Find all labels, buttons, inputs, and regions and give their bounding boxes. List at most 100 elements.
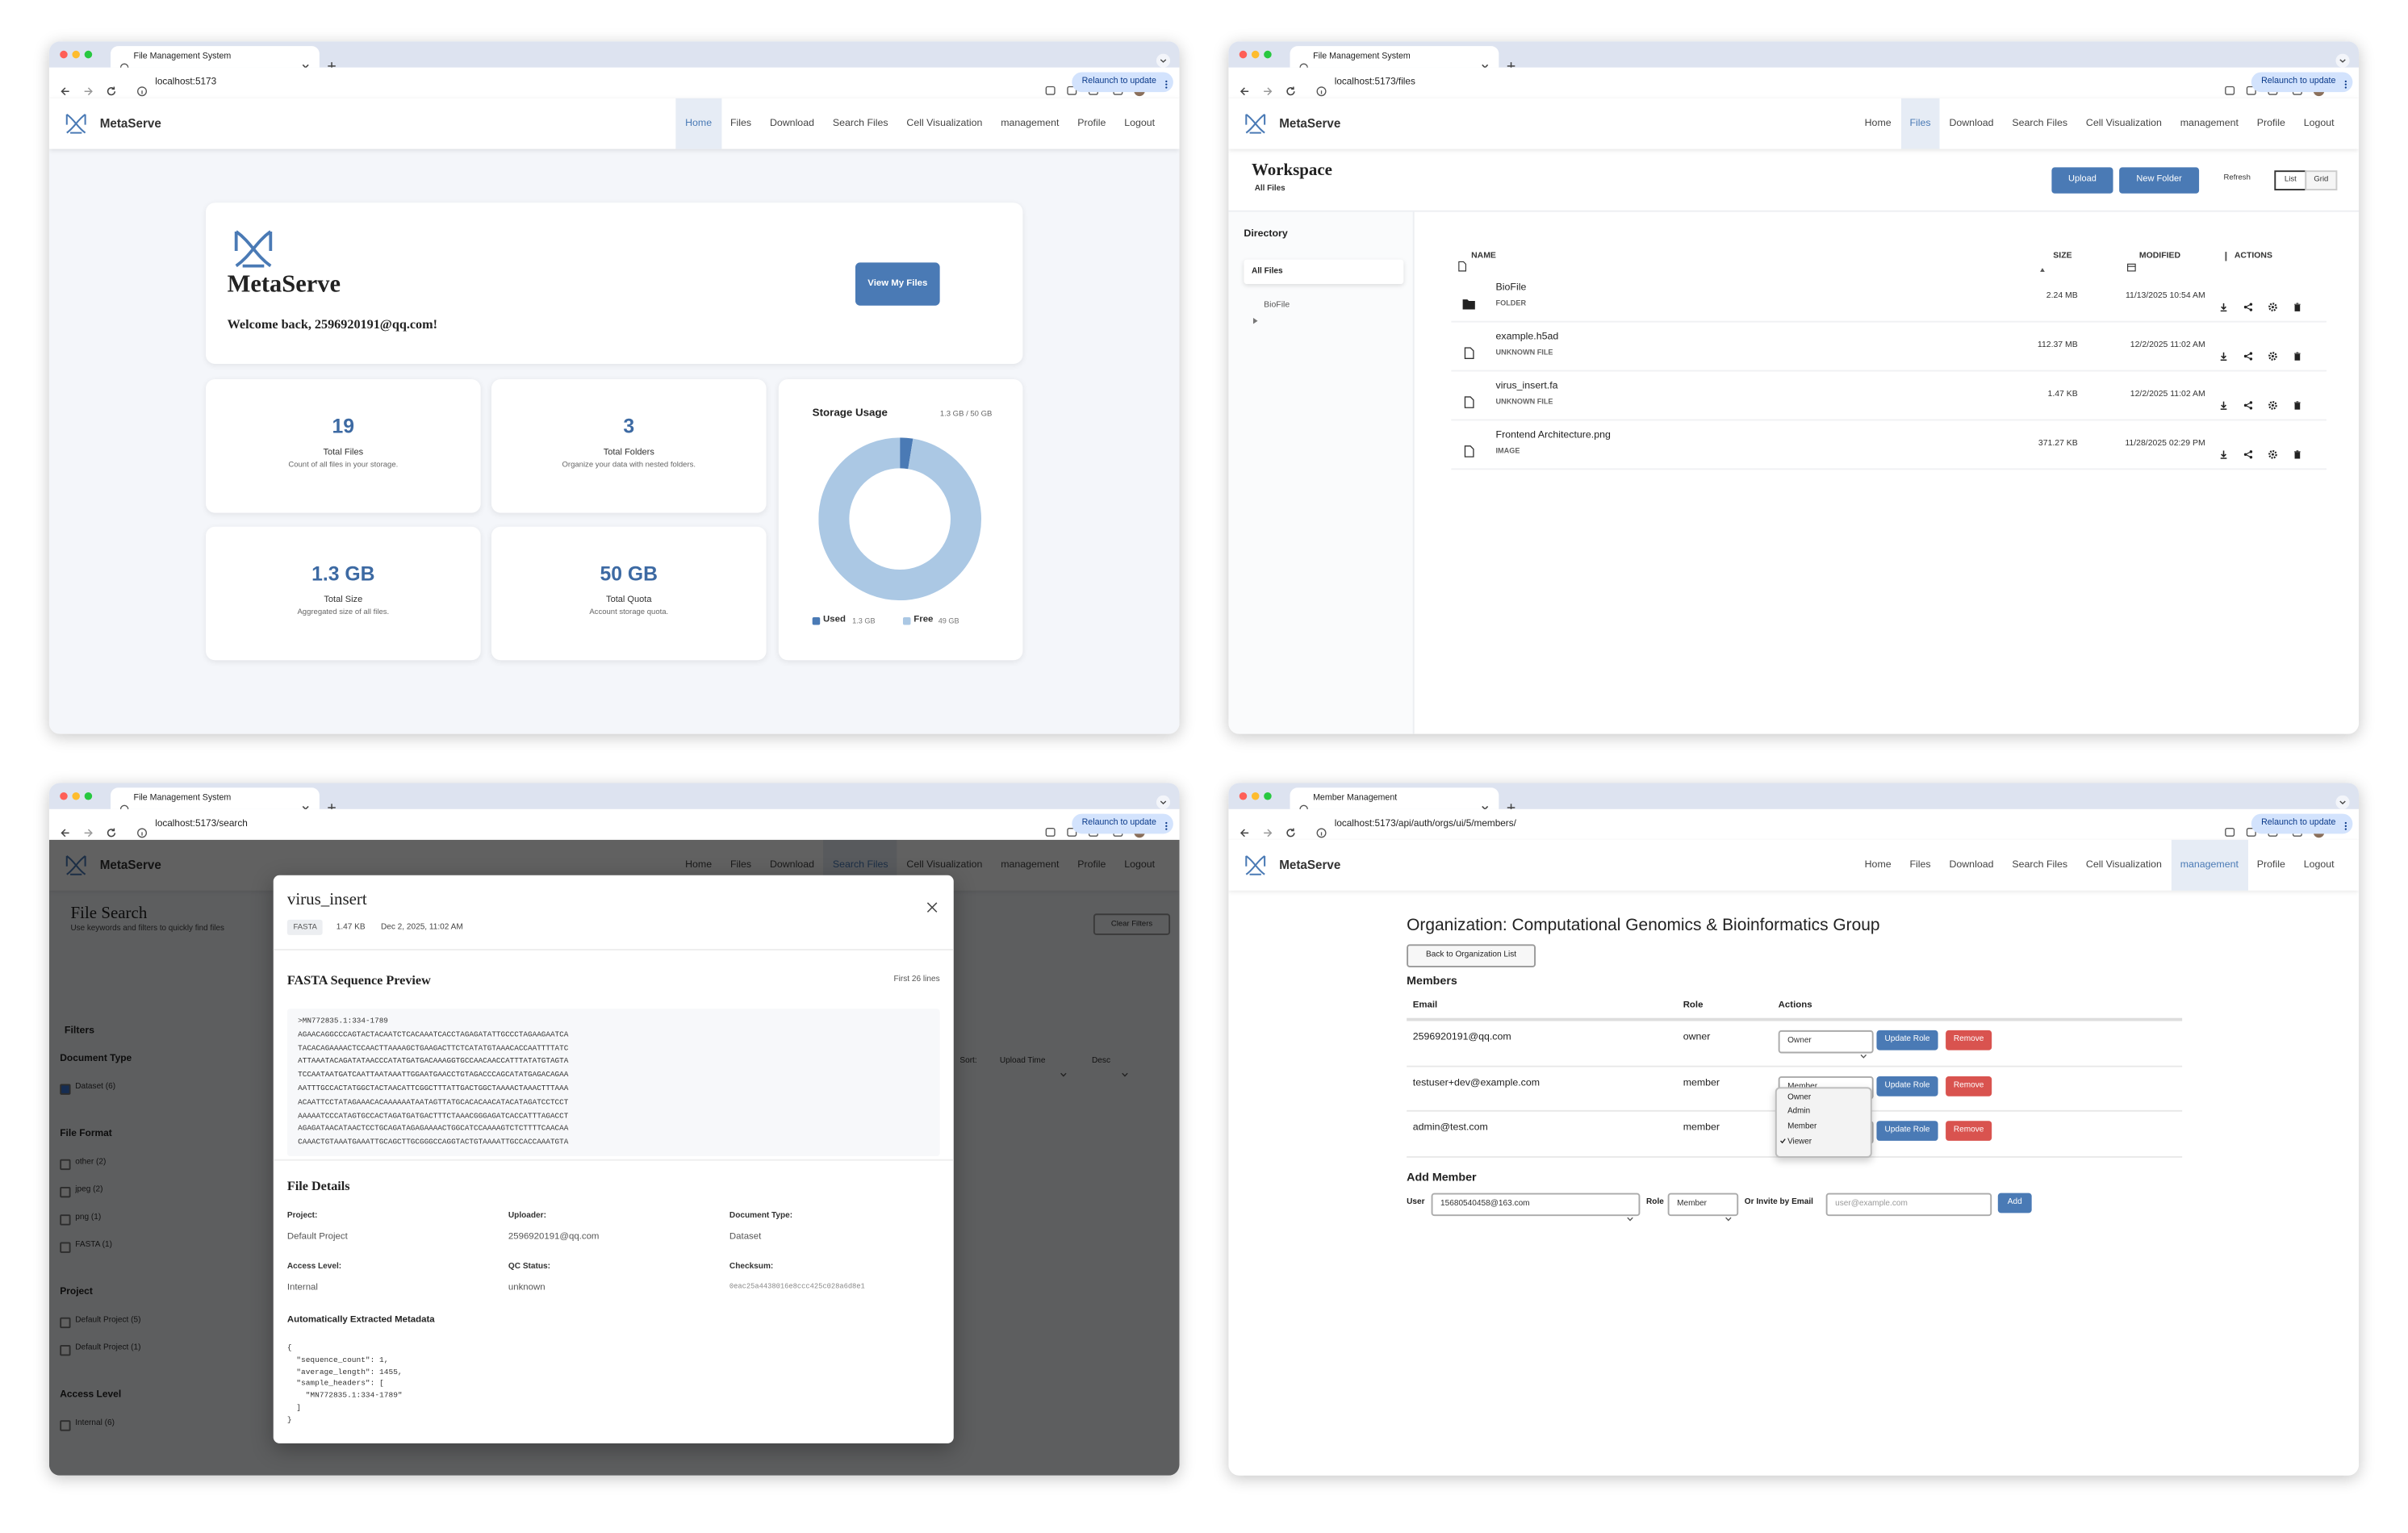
- nav-link[interactable]: Download: [769, 118, 814, 129]
- nav-link[interactable]: Logout: [2303, 859, 2335, 871]
- back-button[interactable]: [1240, 77, 1250, 96]
- nav-link[interactable]: Search Files: [2012, 118, 2068, 129]
- brand[interactable]: MetaServe: [99, 116, 161, 131]
- forward-button[interactable]: [1262, 818, 1273, 838]
- nav-link[interactable]: management: [2171, 839, 2248, 891]
- relaunch-button[interactable]: Relaunch to update: [2251, 72, 2353, 93]
- reload-button[interactable]: [1286, 818, 1296, 838]
- role-select[interactable]: Member: [1667, 1193, 1739, 1221]
- url[interactable]: localhost:5173/search: [155, 818, 248, 829]
- action-button[interactable]: Upload: [2051, 167, 2113, 194]
- forward-button[interactable]: [83, 818, 94, 838]
- row-action[interactable]: [2219, 390, 2228, 410]
- nav-link[interactable]: Cell Visualization: [2085, 859, 2162, 871]
- back-button[interactable]: [60, 77, 70, 96]
- url[interactable]: localhost:5173: [155, 77, 217, 88]
- modal-close[interactable]: [926, 894, 939, 913]
- tab-search[interactable]: [2335, 789, 2350, 809]
- back-button[interactable]: Back to Organization List: [1407, 944, 1536, 967]
- email-input[interactable]: user@example.com: [1825, 1193, 1992, 1217]
- role-select[interactable]: Owner: [1778, 1030, 1874, 1058]
- nav-link[interactable]: Profile: [2256, 118, 2285, 129]
- toolbar-icon[interactable]: [1044, 76, 1056, 94]
- dropdown-option[interactable]: Admin: [1787, 1107, 1811, 1117]
- nav-link[interactable]: Home: [1864, 859, 1892, 871]
- nav-link[interactable]: Cell Visualization: [906, 118, 983, 129]
- file-name[interactable]: example.h5ad: [1495, 332, 1559, 343]
- remove-button[interactable]: Remove: [1946, 1030, 1992, 1051]
- brand[interactable]: MetaServe: [1279, 858, 1341, 872]
- row-action[interactable]: [2243, 292, 2253, 311]
- new-tab[interactable]: [1507, 792, 1515, 811]
- row-action[interactable]: [2268, 439, 2277, 459]
- row-action[interactable]: [2293, 340, 2301, 361]
- new-tab[interactable]: [327, 50, 336, 69]
- user-select[interactable]: 15680540458@163.com: [1431, 1193, 1641, 1221]
- reload-button[interactable]: [106, 77, 116, 96]
- row-action[interactable]: [2293, 292, 2301, 311]
- brand[interactable]: MetaServe: [1279, 116, 1341, 131]
- row-action[interactable]: [2243, 390, 2253, 410]
- update-role-button[interactable]: Update Role: [1876, 1076, 1938, 1096]
- dropdown-option[interactable]: Viewer: [1787, 1137, 1812, 1147]
- row-action[interactable]: [2293, 439, 2301, 459]
- row-action[interactable]: [2268, 340, 2277, 361]
- row-action[interactable]: [2219, 292, 2228, 312]
- dropdown-option[interactable]: Owner: [1787, 1092, 1812, 1102]
- relaunch-button[interactable]: Relaunch to update: [2251, 813, 2353, 834]
- sidebar-item[interactable]: BioFile: [1264, 300, 1290, 311]
- url[interactable]: localhost:5173/api/auth/orgs/ui/5/member…: [1334, 818, 1516, 829]
- action-button[interactable]: New Folder: [2119, 167, 2200, 194]
- toolbar-icon[interactable]: [2224, 76, 2236, 94]
- nav-link[interactable]: management: [2180, 118, 2239, 129]
- new-tab[interactable]: [327, 792, 336, 811]
- row-action[interactable]: [2243, 340, 2253, 361]
- reload-button[interactable]: [106, 818, 116, 838]
- view-toggle[interactable]: List: [2274, 170, 2307, 190]
- row-action[interactable]: [2268, 390, 2277, 410]
- remove-button[interactable]: Remove: [1946, 1076, 1992, 1096]
- tab-search[interactable]: [1156, 789, 1171, 809]
- update-role-button[interactable]: Update Role: [1876, 1030, 1938, 1051]
- nav-link[interactable]: Files: [730, 118, 752, 129]
- tab-close[interactable]: [1480, 52, 1489, 71]
- add-button[interactable]: Add: [1997, 1193, 2032, 1213]
- reload-button[interactable]: [1286, 77, 1296, 96]
- nav-link[interactable]: Home: [675, 98, 721, 149]
- nav-link[interactable]: Home: [1864, 118, 1892, 129]
- nav-link[interactable]: Files: [1909, 859, 1931, 871]
- nav-link[interactable]: Cell Visualization: [2085, 118, 2162, 129]
- remove-button[interactable]: Remove: [1946, 1121, 1992, 1141]
- tab-search[interactable]: [1156, 48, 1171, 68]
- nav-link[interactable]: Logout: [1124, 118, 1156, 129]
- new-tab[interactable]: [1507, 50, 1515, 69]
- refresh-button[interactable]: Refresh: [2223, 173, 2251, 183]
- tab-search[interactable]: [2335, 48, 2350, 68]
- file-name[interactable]: Frontend Architecture.png: [1495, 429, 1611, 441]
- nav-link[interactable]: Files: [1900, 98, 1941, 149]
- row-action[interactable]: [2219, 439, 2228, 459]
- view-files-button[interactable]: View My Files: [855, 262, 940, 306]
- back-button[interactable]: [1240, 818, 1250, 838]
- nav-link[interactable]: Search Files: [2012, 859, 2068, 871]
- file-name[interactable]: virus_insert.fa: [1495, 380, 1558, 392]
- nav-link[interactable]: Profile: [1077, 118, 1106, 129]
- row-action[interactable]: [2219, 340, 2228, 361]
- relaunch-button[interactable]: Relaunch to update: [1072, 72, 1173, 93]
- nav-link[interactable]: Download: [1949, 859, 1994, 871]
- nav-link[interactable]: Search Files: [832, 118, 888, 129]
- view-toggle[interactable]: Grid: [2305, 170, 2338, 190]
- back-button[interactable]: [60, 818, 70, 838]
- nav-link[interactable]: Logout: [2303, 118, 2335, 129]
- nav-link[interactable]: Profile: [2256, 859, 2285, 871]
- toolbar-icon[interactable]: [1044, 817, 1056, 836]
- sidebar-item[interactable]: All Files: [1244, 259, 1404, 285]
- update-role-button[interactable]: Update Role: [1876, 1121, 1938, 1141]
- file-name[interactable]: BioFile: [1495, 282, 1527, 294]
- row-action[interactable]: [2243, 439, 2253, 459]
- row-action[interactable]: [2293, 390, 2301, 410]
- url[interactable]: localhost:5173/files: [1334, 77, 1415, 88]
- tab-close[interactable]: [301, 794, 310, 812]
- nav-link[interactable]: Download: [1949, 118, 1994, 129]
- dropdown-option[interactable]: Member: [1787, 1122, 1817, 1132]
